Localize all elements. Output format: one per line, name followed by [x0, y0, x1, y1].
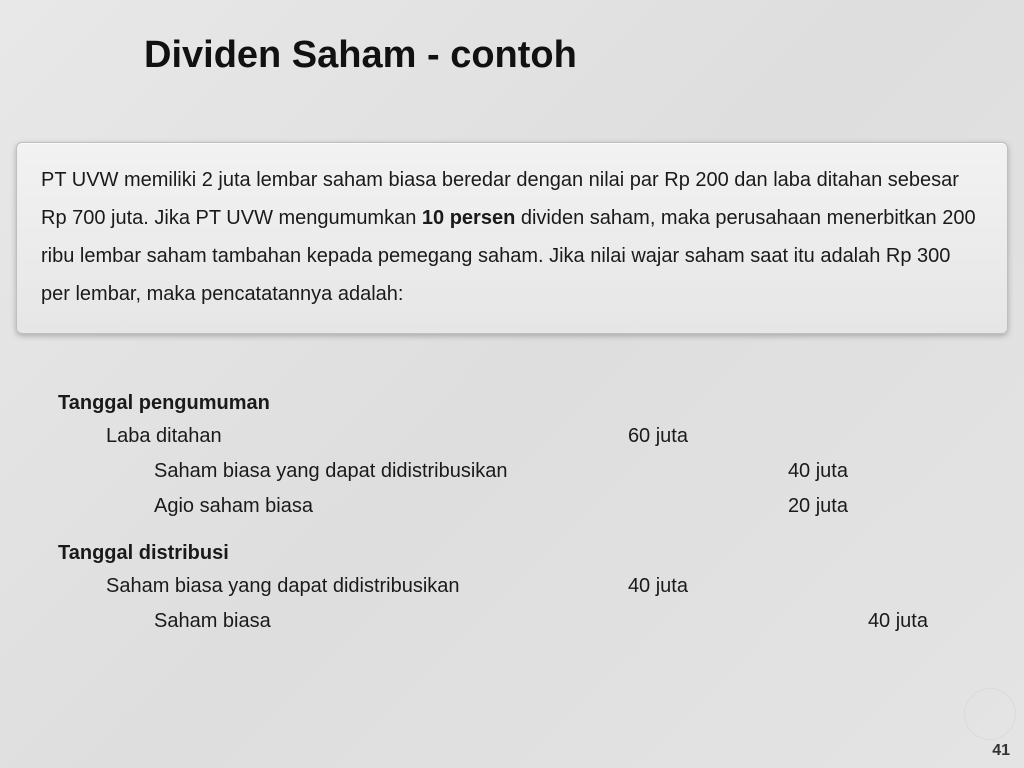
account-name: Saham biasa: [58, 610, 271, 633]
account-name: Agio saham biasa: [58, 495, 313, 518]
watermark-circle: [964, 688, 1016, 740]
section1-heading: Tanggal pengumuman: [58, 392, 968, 415]
amount: 40 juta: [868, 610, 968, 633]
account-name: Laba ditahan: [58, 425, 222, 448]
account-name: Saham biasa yang dapat didistribusikan: [58, 575, 460, 598]
journal-row: Saham biasa yang dapat didistribusikan 4…: [58, 460, 968, 483]
journal-row: Agio saham biasa 20 juta: [58, 495, 968, 518]
journal-row: Laba ditahan 60 juta: [58, 425, 968, 448]
amount: 20 juta: [788, 495, 968, 518]
section2-heading: Tanggal distribusi: [58, 542, 968, 565]
journal-entries: Tanggal pengumuman Laba ditahan 60 juta …: [58, 392, 968, 645]
amount: 40 juta: [628, 575, 968, 598]
page-number: 41: [992, 742, 1010, 760]
slide-title: Dividen Saham - contoh: [144, 34, 577, 77]
amount: 40 juta: [788, 460, 968, 483]
paragraph-bold: 10 persen: [422, 207, 515, 229]
example-paragraph: PT UVW memiliki 2 juta lembar saham bias…: [16, 142, 1008, 334]
amount: 60 juta: [628, 425, 968, 448]
journal-row: Saham biasa yang dapat didistribusikan 4…: [58, 575, 968, 598]
account-name: Saham biasa yang dapat didistribusikan: [58, 460, 508, 483]
journal-row: Saham biasa 40 juta: [58, 610, 968, 633]
